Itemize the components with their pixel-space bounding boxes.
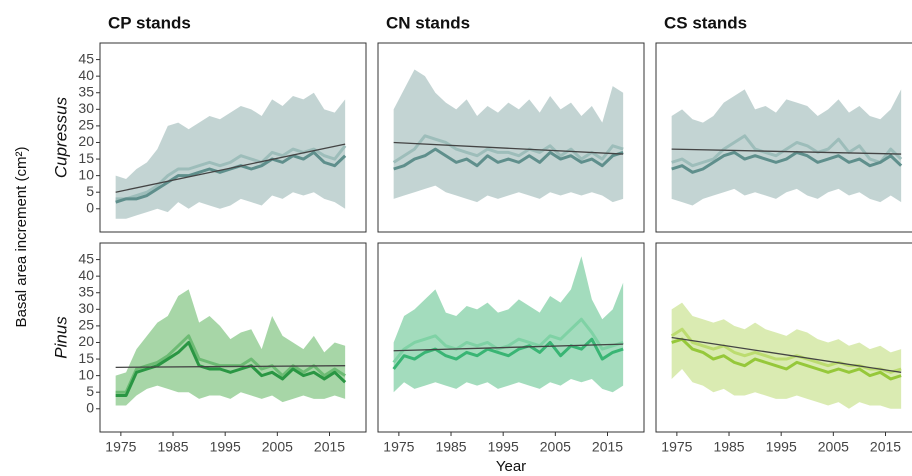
panel [115,289,347,406]
x-tick-label: 1985 [435,439,466,455]
y-tick-label: 35 [78,83,94,99]
y-tick-label: 15 [78,150,94,166]
x-tick-label: 1975 [105,439,136,455]
x-tick-label: 2015 [870,439,901,455]
panel-border [655,42,912,233]
trend-line [115,143,346,193]
trend-line [671,336,902,373]
y-tick-label: 20 [78,133,94,149]
y-tick-label: 40 [78,67,94,83]
series-line [671,134,903,168]
x-axis-label: Year [496,458,526,475]
x-tick-label: 2015 [592,439,623,455]
x-tick-label: 1995 [766,439,797,455]
y-tick-label: 35 [78,283,94,299]
panel [392,69,624,203]
row-label: Pinus [51,316,70,359]
y-tick-label: 5 [86,183,94,199]
y-tick-label: 20 [78,333,94,349]
x-tick-label: 1995 [488,439,519,455]
trend-line [393,343,624,352]
trend-line [115,365,346,368]
panel-border [655,242,912,433]
series-line [115,334,346,394]
panel-title: CS stands [664,13,747,32]
range-band [393,69,624,203]
range-band [115,92,346,219]
x-tick-label: 1975 [383,439,414,455]
panel-border [99,42,367,233]
y-tick-label: 40 [78,267,94,283]
series-line [392,317,624,364]
y-tick-label: 5 [86,383,94,399]
panel [671,89,903,206]
panel [670,302,902,409]
y-tick-label: 0 [86,199,94,215]
panel-border [99,242,367,433]
y-tick-label: 25 [78,117,94,133]
y-tick-label: 45 [78,250,94,266]
y-axis-label: Basal area increment (cm²) [13,147,30,328]
y-tick-label: 10 [78,166,94,182]
series-line [392,134,624,164]
panel-title: CN stands [386,13,470,32]
x-tick-label: 1985 [157,439,188,455]
y-tick-label: 0 [86,399,94,415]
y-tick-label: 30 [78,100,94,116]
x-tick-label: 2005 [262,439,293,455]
x-tick-label: 2005 [540,439,571,455]
panel-border [377,242,645,433]
panel [392,256,624,393]
y-tick-label: 45 [78,50,94,66]
series-line [671,337,902,381]
range-band [393,256,624,393]
series-line [393,147,624,171]
range-band [115,289,346,406]
x-tick-label: 2005 [818,439,849,455]
y-tick-label: 25 [78,317,94,333]
panel-title: CP stands [108,13,191,32]
x-tick-label: 1985 [713,439,744,455]
row-label: Cupressus [51,96,70,178]
x-tick-label: 1995 [210,439,241,455]
trend-line [393,141,624,155]
x-tick-label: 2015 [314,439,345,455]
panel-border [377,42,645,233]
x-tick-label: 1975 [661,439,692,455]
series-line [115,150,347,204]
trend-line [671,148,902,155]
y-tick-label: 10 [78,366,94,382]
y-tick-label: 15 [78,350,94,366]
range-band [671,302,902,409]
panel [115,92,347,219]
series-line [115,144,347,201]
y-tick-label: 30 [78,300,94,316]
series-line [671,150,903,174]
